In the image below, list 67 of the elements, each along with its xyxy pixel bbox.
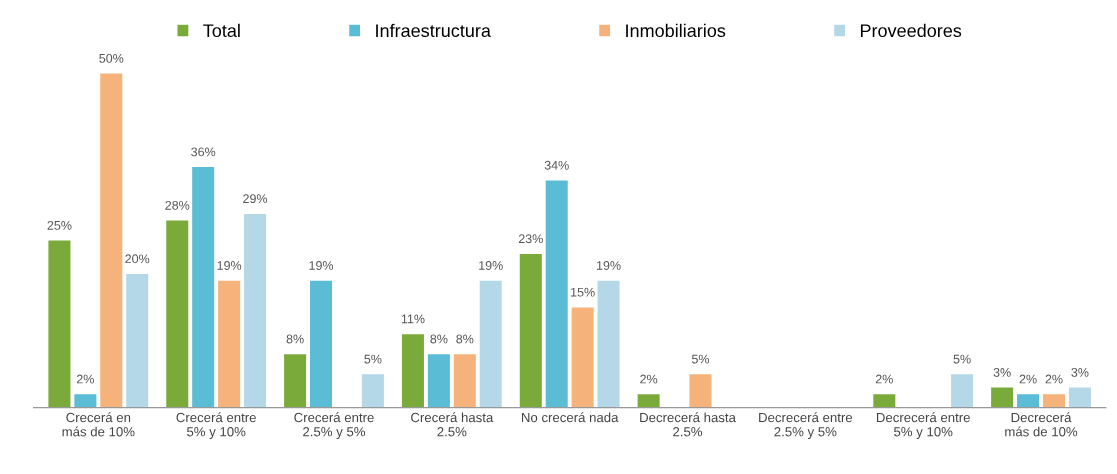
data-label: 2% — [1019, 374, 1037, 384]
data-label: 8% — [430, 334, 448, 344]
x-tick-label: Crecerá entre 2.5% y 5% — [294, 412, 374, 440]
data-label: 3% — [1071, 367, 1089, 377]
bar — [74, 394, 97, 408]
data-label: 15% — [571, 287, 595, 297]
data-label: 23% — [518, 234, 543, 244]
data-label: 25% — [47, 220, 72, 230]
data-label: 19% — [597, 261, 621, 270]
x-tick-label: Crecerá entre 5% y 10% — [176, 412, 256, 440]
bar — [427, 354, 450, 408]
bar — [597, 280, 620, 408]
bar — [479, 280, 502, 408]
x-tick-label: Crecerá en más de 10% — [62, 412, 135, 437]
data-label: 5% — [364, 354, 382, 364]
data-label: 3% — [993, 367, 1011, 377]
bar — [166, 220, 189, 408]
data-label: 19% — [217, 261, 242, 270]
x-tick-label: Decrecerá entre 5% y 10% — [876, 412, 970, 440]
bar — [401, 334, 424, 408]
bar — [545, 180, 568, 408]
bar — [951, 374, 974, 408]
data-label: 50% — [99, 53, 124, 63]
data-label: 5% — [691, 354, 710, 364]
bar — [689, 374, 712, 408]
x-tick-label: No crecerá nada — [521, 412, 619, 423]
bar — [284, 354, 307, 408]
data-label: 36% — [191, 147, 216, 157]
data-label: 29% — [243, 194, 268, 204]
bar — [1068, 387, 1091, 408]
legend-label: Proveedores — [860, 23, 962, 38]
data-label: 2% — [1045, 374, 1063, 384]
bar — [637, 394, 660, 408]
bar — [571, 307, 594, 408]
bar — [1017, 394, 1040, 408]
data-label: 19% — [479, 261, 503, 270]
data-label: 8% — [456, 334, 474, 344]
data-label: 34% — [544, 160, 569, 170]
bar — [519, 253, 542, 408]
data-label: 19% — [309, 261, 334, 270]
legend-label: Total — [203, 23, 240, 38]
data-label: 5% — [953, 354, 971, 364]
x-tick-label: Decrecerá entre 2.5% y 5% — [759, 412, 853, 440]
x-tick-label: Decrecerá más de 10% — [1005, 412, 1078, 437]
bar — [100, 73, 123, 408]
data-label: 2% — [640, 374, 658, 384]
bar — [991, 387, 1014, 408]
data-label: 2% — [76, 374, 94, 384]
data-label: 28% — [165, 200, 190, 210]
bar — [453, 354, 476, 408]
bar — [361, 374, 384, 408]
data-label: 8% — [286, 334, 304, 344]
data-label: 11% — [401, 314, 425, 324]
bar — [192, 167, 215, 408]
x-tick-label: Decrecerá hasta 2.5% — [640, 412, 736, 437]
bar — [126, 274, 149, 408]
bar — [218, 280, 241, 408]
bar — [48, 240, 71, 408]
bar — [1042, 394, 1065, 408]
data-label: 20% — [125, 254, 150, 264]
bar — [310, 280, 333, 408]
x-tick-label: Crecerá hasta 2.5% — [411, 412, 494, 437]
legend-label: Infraestructura — [376, 23, 491, 38]
bar — [244, 213, 267, 408]
bar — [873, 394, 896, 408]
legend-label: Inmobiliarios — [626, 23, 726, 38]
data-label: 2% — [875, 374, 893, 384]
